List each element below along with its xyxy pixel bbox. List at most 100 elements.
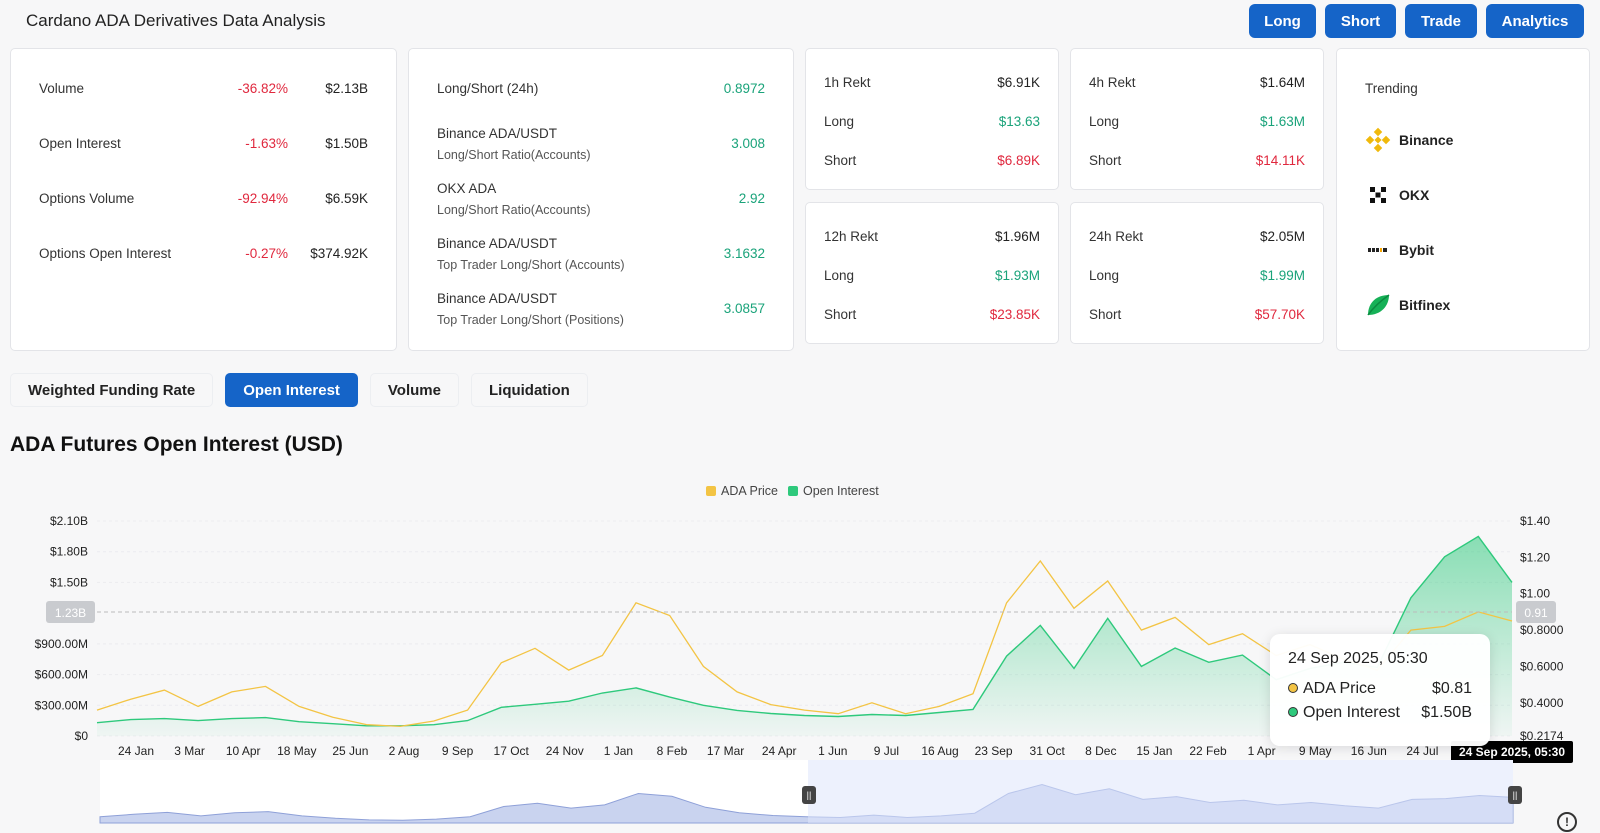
trending-name: Bitfinex xyxy=(1399,297,1451,313)
ratio-value: 3.008 xyxy=(731,136,765,151)
ratios-card: Long/Short (24h) 0.8972 Binance ADA/USDT… xyxy=(408,48,794,351)
rekt-card-4h: 4h Rekt $1.64M Long $1.63M Short $14.11K xyxy=(1070,48,1324,190)
analytics-button[interactable]: Analytics xyxy=(1486,4,1584,38)
tooltip-series-name: ADA Price xyxy=(1303,680,1376,697)
rekt-short-value: $57.70K xyxy=(1254,307,1305,322)
tab-weighted-funding-rate[interactable]: Weighted Funding Rate xyxy=(10,373,214,407)
rekt-short-label: Short xyxy=(824,307,857,322)
ratio-sublabel: Top Trader Long/Short (Accounts) xyxy=(437,258,625,272)
x-tick-label: 24 Jan xyxy=(118,744,154,758)
x-tick-label: 17 Mar xyxy=(707,744,744,758)
overview-card: Volume -36.82% $2.13B Open Interest -1.6… xyxy=(10,48,397,351)
ratio-sublabel: Top Trader Long/Short (Positions) xyxy=(437,313,624,327)
trending-name: Bybit xyxy=(1399,242,1434,258)
y-right-tick-label: $0.2174 xyxy=(1520,729,1564,743)
rekt-card-1h: 1h Rekt $6.91K Long $13.63 Short $6.89K xyxy=(805,48,1059,190)
x-tick-label: 16 Aug xyxy=(921,744,958,758)
ratio-value: 0.8972 xyxy=(723,81,765,96)
rekt-total: $6.91K xyxy=(997,75,1040,90)
overview-label: Options Open Interest xyxy=(39,246,172,261)
x-tick-label: 24 Jul xyxy=(1406,744,1438,758)
x-tick-label: 9 Jul xyxy=(874,744,899,758)
x-tick-label: 22 Feb xyxy=(1189,744,1227,758)
rekt-total: $2.05M xyxy=(1259,229,1305,244)
legend-item-ada-price[interactable]: ADA Price xyxy=(706,484,778,498)
x-tick-label: 9 Sep xyxy=(442,744,474,758)
y-right-tick-label: $0.8000 xyxy=(1520,623,1564,637)
rekt-long-label: Long xyxy=(824,268,855,283)
tooltip-time: 24 Sep 2025, 05:30 xyxy=(1288,650,1428,667)
trade-button[interactable]: Trade xyxy=(1405,4,1477,38)
y-right-tick-label: $1.40 xyxy=(1520,514,1550,528)
tab-open-interest[interactable]: Open Interest xyxy=(225,373,358,407)
ratio-value: 2.92 xyxy=(738,191,765,206)
crosshair-x-value: 24 Sep 2025, 05:30 xyxy=(1459,745,1565,759)
tooltip-dot xyxy=(1288,683,1298,693)
trending-item-binance[interactable]: Binance xyxy=(1365,127,1453,153)
y-axis-right: $1.40 $1.20 $1.00 $0.8000 $0.6000 $0.4000 $0.2… xyxy=(1520,514,1564,743)
x-tick-label: 18 May xyxy=(277,744,316,758)
header-actions: Long Short Trade Analytics xyxy=(1249,4,1584,38)
y-right-tick-label: $0.4000 xyxy=(1520,696,1564,710)
navigator-handle-left[interactable]: || xyxy=(802,786,816,804)
x-tick-label: 10 Apr xyxy=(226,744,261,758)
long-button[interactable]: Long xyxy=(1249,4,1316,38)
rekt-long-label: Long xyxy=(1089,268,1120,283)
tooltip-dot xyxy=(1288,707,1298,717)
trending-item-bitfinex[interactable]: Bitfinex xyxy=(1365,292,1450,318)
rekt-total: $1.64M xyxy=(1259,75,1305,90)
trending-item-okx[interactable]: OKX xyxy=(1365,182,1429,208)
legend-item-open-interest[interactable]: Open Interest xyxy=(787,484,879,498)
ratio-label: Long/Short (24h) xyxy=(437,81,539,96)
legend-label: ADA Price xyxy=(721,484,778,498)
trending-name: Binance xyxy=(1399,132,1454,148)
rekt-long-value: $1.63M xyxy=(1259,114,1305,129)
rekt-card-12h: 12h Rekt $1.96M Long $1.93M Short $23.85… xyxy=(805,202,1059,344)
overview-change: -36.82% xyxy=(237,81,288,96)
y-left-tick-label: $300.00M xyxy=(35,698,88,712)
x-tick-label: 1 Jan xyxy=(604,744,633,758)
navigator-selection xyxy=(808,760,1513,823)
navigator-handle-right[interactable]: || xyxy=(1508,786,1522,804)
x-tick-label: 24 Apr xyxy=(762,744,797,758)
x-tick-label: 17 Oct xyxy=(494,744,530,758)
chart-tooltip: 24 Sep 2025, 05:30 ADA Price $0.81 Open … xyxy=(1270,634,1490,746)
overview-label: Open Interest xyxy=(39,136,121,151)
page-title: Cardano ADA Derivatives Data Analysis xyxy=(26,11,326,30)
tab-liquidation[interactable]: Liquidation xyxy=(470,373,588,407)
short-button[interactable]: Short xyxy=(1325,4,1396,38)
rekt-short-value: $23.85K xyxy=(989,307,1040,322)
overview-value: $374.92K xyxy=(310,246,368,261)
x-tick-label: 15 Jan xyxy=(1136,744,1172,758)
bitfinex-logo-icon xyxy=(1367,294,1390,316)
binance-logo-icon xyxy=(1365,127,1391,153)
rekt-short-label: Short xyxy=(1089,307,1122,322)
chart-legend: ADA Price Open Interest xyxy=(706,484,879,498)
y-right-tick-label: $1.20 xyxy=(1520,550,1550,564)
tooltip-series-value: $0.81 xyxy=(1431,680,1472,697)
tab-volume[interactable]: Volume xyxy=(369,373,459,407)
tooltip-series-name: Open Interest xyxy=(1303,704,1400,721)
tooltip-row-open-interest: Open Interest $1.50B xyxy=(1288,704,1472,722)
reset-zoom-icon[interactable]: ! xyxy=(1557,812,1577,832)
y-axis-left: $2.10B $1.80B $1.50B $900.00M $600.00M $300.0… xyxy=(35,514,89,743)
legend-label: Open Interest xyxy=(802,484,879,498)
x-tick-label: 24 Nov xyxy=(546,744,584,758)
trending-name: OKX xyxy=(1399,187,1430,203)
y-left-tick-label: $900.00M xyxy=(35,637,88,651)
y-left-tick-label: $1.50B xyxy=(50,575,88,589)
x-tick-label: 25 Jun xyxy=(332,744,368,758)
y-right-tick-label: $1.00 xyxy=(1520,587,1550,601)
rekt-label: 1h Rekt xyxy=(824,75,871,90)
overview-value: $1.50B xyxy=(325,136,368,151)
x-tick-label: 1 Jun xyxy=(818,744,847,758)
x-tick-label: 31 Oct xyxy=(1030,744,1066,758)
tooltip-row-ada-price: ADA Price $0.81 xyxy=(1288,680,1472,698)
trending-item-bybit[interactable]: Bybit xyxy=(1365,237,1434,263)
rekt-long-value: $1.99M xyxy=(1259,268,1305,283)
ratio-value: 3.1632 xyxy=(723,246,765,261)
crosshair-right-value: 0.91 xyxy=(1524,606,1548,620)
tooltip-series-value: $1.50B xyxy=(1421,704,1472,721)
trending-card: Trending Binance OKX Bybit xyxy=(1336,48,1590,351)
crosshair-right-badge: 0.91 xyxy=(1516,601,1556,623)
